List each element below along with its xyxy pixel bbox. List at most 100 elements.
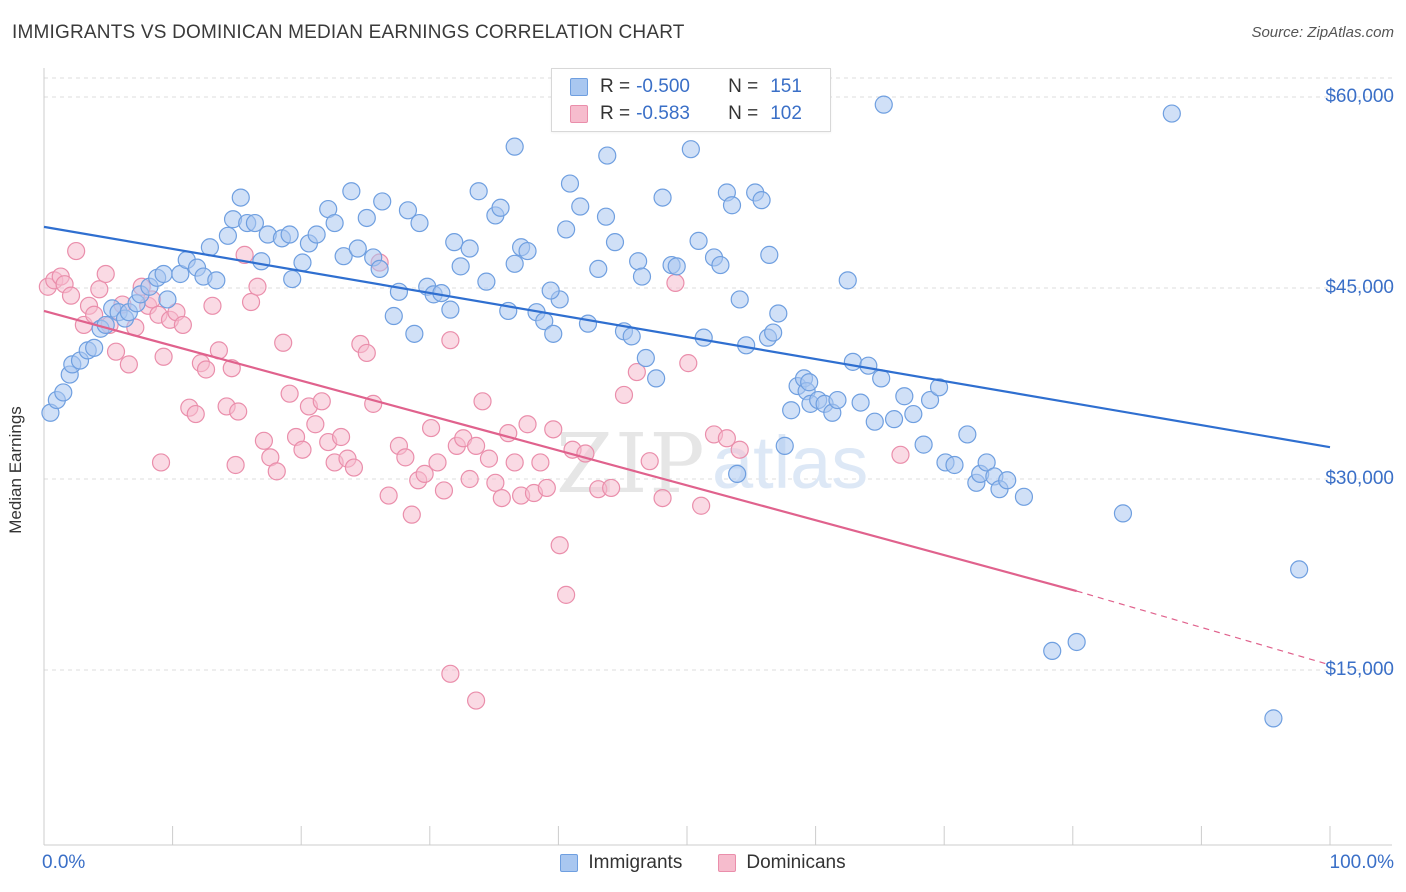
immigrants-point (958, 425, 977, 444)
immigrants-point (596, 207, 616, 226)
immigrants-point (571, 197, 590, 216)
immigrants-point (632, 267, 652, 286)
immigrants-point (491, 198, 510, 217)
immigrants-point (469, 182, 488, 201)
immigrants-point (158, 290, 177, 309)
immigrants-point (728, 464, 747, 484)
immigrants-point (518, 241, 537, 261)
dominicans-point (421, 418, 441, 438)
immigrants-point (451, 257, 470, 276)
dominicans-point (226, 455, 245, 475)
chart-source: Source: ZipAtlas.com (1251, 24, 1394, 41)
grid-lines (44, 77, 1392, 671)
dominicans-point (106, 342, 126, 361)
dominicans-point (730, 440, 749, 459)
dominicans-point (186, 404, 205, 424)
dominicans-point (486, 473, 505, 492)
dominicans-point (173, 315, 192, 335)
stats-row-dominicans: R = -0.583 N = 102 (570, 101, 802, 127)
dominicans-point (460, 469, 479, 489)
dominicans-point (627, 362, 646, 382)
immigrants-point (218, 226, 237, 245)
immigrants-point (711, 255, 730, 275)
immigrants-point (689, 231, 708, 250)
immigrants-trend-line (43, 225, 1331, 449)
dominicans-point (196, 360, 216, 379)
immigrants-point (544, 324, 563, 343)
dominicans-swatch (718, 854, 737, 872)
dominicans-point (248, 277, 267, 296)
dominicans-point (666, 273, 685, 293)
dominicans-point (479, 449, 499, 468)
stats-row-immigrants: R = -0.500 N = 151 (570, 74, 802, 100)
immigrants-point (647, 369, 666, 388)
dominicans-point (492, 489, 511, 508)
dominicans-point (402, 505, 421, 524)
immigrants-point (977, 453, 996, 472)
dominicans-point (537, 478, 556, 498)
legend-item-immigrants[interactable]: Immigrants (560, 852, 682, 874)
dominicans-point (602, 478, 621, 498)
dominicans-point (692, 496, 711, 515)
dominicans-point (891, 445, 910, 464)
immigrants-point (560, 174, 580, 193)
immigrants-point (325, 213, 344, 233)
r-value: -0.500 (636, 76, 690, 97)
dominicans-point (154, 347, 173, 366)
immigrants-point (207, 271, 226, 290)
immigrants-point (505, 254, 524, 273)
dominicans-point (557, 585, 576, 604)
dominicans-point (505, 453, 524, 472)
immigrants-point (373, 192, 392, 211)
dominicans-point (312, 392, 331, 411)
immigrants-point (998, 471, 1017, 490)
dominicans-point (576, 444, 595, 463)
immigrants-point (557, 220, 576, 239)
dominicans-point (518, 415, 537, 434)
watermark-atlas: atlas (712, 421, 868, 504)
dominicans-point (441, 331, 460, 350)
dominicans-point (267, 462, 286, 481)
dominicans-point (396, 448, 415, 467)
immigrants-point (154, 264, 173, 284)
n-value: 151 (770, 76, 802, 97)
immigrants-point (874, 95, 893, 114)
immigrants-point (280, 225, 299, 244)
immigrants-point (760, 245, 779, 264)
immigrants-point (622, 327, 641, 346)
immigrants-point (252, 252, 271, 271)
immigrants-point (342, 182, 361, 201)
immigrants-point (1067, 632, 1086, 652)
dominicans-point (119, 355, 138, 374)
immigrants-point (405, 324, 424, 343)
dominicans-point (441, 664, 460, 683)
dominicans-trend-line (43, 309, 1077, 593)
dominicans-point (280, 384, 299, 403)
dominicans-point (466, 691, 486, 710)
immigrants-point (589, 259, 608, 278)
r-label: R = (600, 103, 631, 124)
immigrants-point (800, 373, 819, 392)
legend-label: Immigrants (588, 852, 683, 873)
dominicans-point (274, 333, 293, 352)
immigrants-point (598, 146, 617, 165)
dominicans-point (306, 415, 325, 434)
dominicans-point (640, 452, 659, 471)
dominicans-point (357, 343, 376, 363)
dominicans-point (90, 280, 109, 299)
immigrants-point (357, 208, 376, 228)
immigrants-point (694, 328, 713, 347)
immigrants-point (578, 314, 598, 333)
immigrants-point (348, 239, 367, 258)
immigrants-point (1014, 487, 1034, 506)
stats-box: R = -0.500 N = 151 R = -0.583 N = 102 (551, 68, 831, 132)
y-tick-label: $45,000 (1325, 277, 1394, 298)
dominicans-point (679, 354, 698, 373)
dominicans-point (434, 481, 454, 500)
legend-item-dominicans[interactable]: Dominicans (718, 852, 846, 874)
dominicans-point (415, 464, 434, 484)
immigrants-point (782, 401, 801, 420)
n-label: N = (728, 103, 759, 124)
immigrants-point (283, 269, 302, 289)
